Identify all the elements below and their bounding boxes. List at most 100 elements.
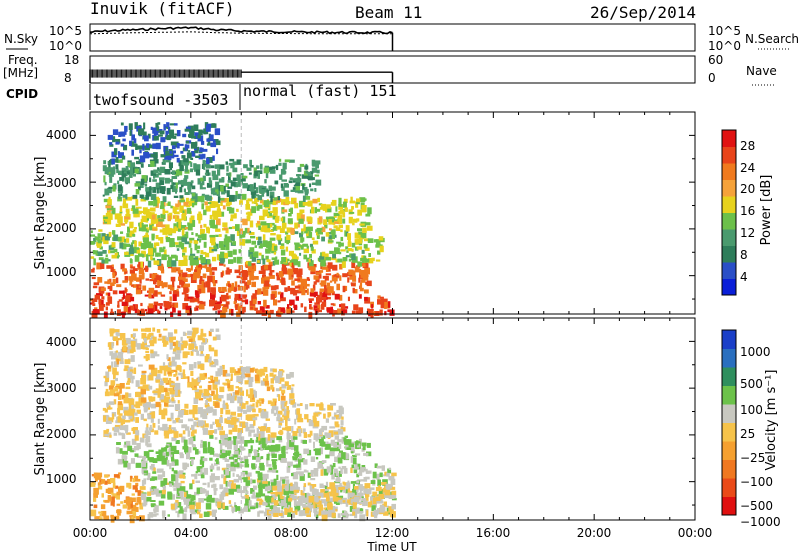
power-cell-region-1 [213, 282, 216, 287]
power-cell-region-4 [141, 175, 147, 182]
power-cell-region-1 [264, 264, 269, 270]
power-cell-region-1 [238, 285, 243, 291]
freq-panel: Freq. [MHz] 18 8 60 0 Nave [3, 53, 777, 86]
power-cell-region-3 [245, 204, 251, 210]
velocity-cell-region-1 [226, 488, 230, 492]
velocity-cell-region-4 [182, 430, 186, 435]
power-cell-region-0 [286, 307, 291, 314]
power-cell-region-3 [326, 204, 331, 209]
velocity-cell-region-1 [156, 468, 162, 473]
velocity-cell-region-1 [179, 486, 186, 492]
velocity-cell-region-3 [171, 437, 177, 442]
power-cell-region-2 [200, 229, 205, 233]
velocity-cell-region-1 [225, 468, 230, 476]
power-cell-region-1 [325, 288, 328, 294]
velocity-cell-region-2 [383, 511, 389, 516]
power-cell-region-3 [116, 213, 122, 217]
velocity-cell-region-4 [192, 411, 195, 418]
power-cell-region-1 [115, 277, 119, 284]
velocity-cell-region-6 [173, 348, 177, 354]
velocity-cell-region-3 [344, 447, 348, 450]
power-cell-region-2 [281, 257, 286, 263]
power-cell-region-3 [260, 221, 267, 226]
velocity-cell-region-1 [213, 488, 218, 491]
power-cell-region-0 [277, 309, 281, 314]
velocity-cell-region-1 [222, 502, 225, 510]
power-cell-region-1 [237, 284, 240, 287]
power-cell-region-0 [313, 291, 317, 298]
velocity-cell-region-2 [268, 510, 273, 514]
velocity-cell-region-1 [186, 494, 192, 499]
power-cell-region-0 [234, 297, 237, 303]
velocity-cell-region-5 [141, 371, 146, 378]
power-cell-region-2 [132, 246, 137, 254]
power-cell-region-5 [124, 130, 127, 135]
power-cell-region-5 [212, 155, 215, 161]
velocity-cell-region-1 [352, 484, 355, 491]
velocity-cell-region-5 [109, 389, 116, 396]
power-cell-region-1 [106, 265, 112, 269]
velocity-cell-region-3 [179, 453, 184, 459]
velocity-cell-region-2 [365, 493, 370, 497]
power-cell-region-2 [111, 242, 116, 248]
velocity-cell-region-2 [303, 483, 307, 487]
velocity-cell-region-4 [337, 428, 344, 435]
power-cell-region-5 [181, 155, 186, 159]
velocity-cell-region-4 [204, 403, 210, 407]
power-cell-region-3 [105, 205, 112, 209]
power-cell-region-0 [323, 290, 327, 294]
velocity-cell-region-1 [155, 513, 159, 516]
velocity-cell-region-3 [125, 440, 131, 447]
velocity-cell-region-4 [219, 430, 225, 436]
velocity-cell-region-3 [129, 448, 136, 452]
velocity-cell-region-4 [258, 410, 261, 413]
velocity-cell-region-4 [340, 420, 344, 426]
power-cell-region-4 [227, 186, 233, 189]
power-cell-region-2 [90, 234, 96, 237]
velocity-cell-region-1 [250, 488, 255, 494]
velocity-cell-region-6 [186, 336, 192, 339]
power-cell-region-0 [122, 290, 125, 297]
power-cell-region-2 [257, 260, 260, 263]
power-cell-region-2 [330, 229, 336, 235]
power-cell-region-1 [171, 267, 177, 273]
power-cell-region-2 [249, 247, 255, 252]
power-cell-region-4 [268, 185, 272, 192]
velocity-cell-region-0 [95, 492, 99, 495]
velocity-cell-region-3 [334, 435, 340, 440]
velocity-cell-region-1 [210, 469, 213, 472]
velocity-cell-region-5 [191, 377, 194, 383]
velocity-cell-region-5 [230, 378, 233, 381]
power-cell-region-1 [133, 268, 138, 271]
power-cell-region-5 [129, 130, 132, 136]
velocity-cell-region-1 [300, 490, 303, 496]
velocity-cell-region-5 [237, 368, 241, 371]
velocity-cell-region-1 [250, 478, 253, 485]
velocity-cell-region-0 [134, 475, 139, 481]
velocity-cell-region-3 [339, 450, 343, 454]
power-cell-region-3 [326, 207, 332, 213]
power-cell-region-3 [291, 197, 297, 205]
velocity-cell-region-0 [132, 485, 138, 490]
velocity-cell-region-4 [220, 433, 225, 440]
velocity-cell-region-6 [205, 338, 208, 344]
power-cell-region-1 [131, 284, 134, 287]
velocity-cell-region-5 [165, 392, 170, 396]
velocity-cell-region-2 [302, 504, 307, 508]
power-cell-region-2 [334, 234, 337, 238]
power-cell-region-3 [226, 199, 232, 205]
velocity-cell-region-4 [262, 426, 266, 431]
power-cell-region-2 [247, 261, 252, 267]
power-cell-region-4 [253, 182, 256, 190]
velocity-cell-region-4 [121, 418, 125, 424]
velocity-cell-region-3 [245, 440, 250, 444]
velocity-cell-region-5 [256, 369, 262, 375]
velocity-cell-region-2 [384, 489, 391, 496]
velocity-cell-region-1 [196, 466, 201, 469]
velocity-cell-region-4 [108, 417, 114, 423]
velocity-cell-region-6 [126, 339, 131, 344]
velocity-cell-region-1 [234, 505, 237, 512]
velocity-cell-region-2 [293, 489, 300, 493]
velocity-cell-region-2 [378, 485, 381, 488]
velocity-cell-region-2 [349, 492, 355, 498]
